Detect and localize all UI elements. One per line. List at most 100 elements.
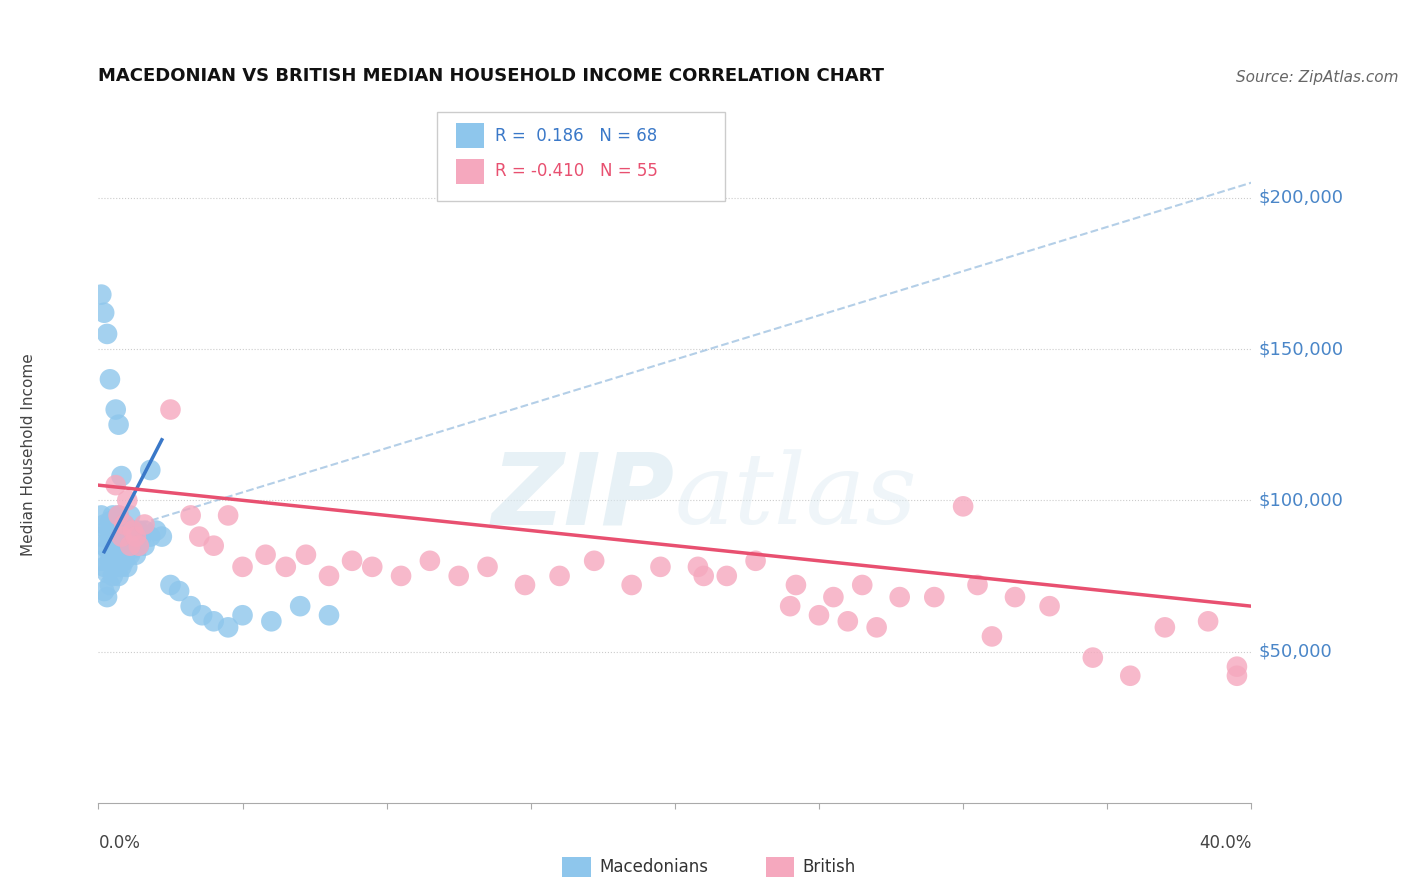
- Text: R =  0.186   N = 68: R = 0.186 N = 68: [495, 127, 657, 145]
- Point: [1226, 659, 1249, 673]
- Point: [1038, 599, 1062, 614]
- Text: atlas: atlas: [675, 449, 918, 544]
- Point: [966, 578, 988, 592]
- Point: [217, 620, 239, 634]
- Point: [866, 620, 889, 634]
- Point: [120, 539, 142, 553]
- Point: [139, 530, 162, 544]
- Point: [93, 559, 115, 574]
- Point: [650, 559, 672, 574]
- Point: [131, 530, 153, 544]
- Point: [96, 566, 118, 580]
- Point: [823, 590, 845, 604]
- Point: [93, 306, 115, 320]
- Point: [112, 554, 135, 568]
- Point: [318, 569, 340, 583]
- Point: [101, 569, 124, 583]
- Point: [90, 530, 112, 544]
- Point: [107, 530, 129, 544]
- Point: [1197, 615, 1219, 629]
- Point: [744, 554, 766, 568]
- Point: [122, 524, 145, 538]
- Point: [361, 559, 384, 574]
- Point: [419, 554, 441, 568]
- Point: [254, 548, 277, 562]
- Point: [104, 517, 127, 532]
- Point: [125, 530, 148, 544]
- Point: [90, 287, 112, 301]
- Point: [202, 539, 225, 553]
- Point: [107, 417, 129, 432]
- Point: [447, 569, 470, 583]
- Point: [1226, 669, 1249, 683]
- Point: [104, 402, 127, 417]
- Point: [231, 559, 254, 574]
- Point: [159, 402, 181, 417]
- Text: $150,000: $150,000: [1258, 340, 1344, 358]
- Point: [716, 569, 738, 583]
- Text: R = -0.410   N = 55: R = -0.410 N = 55: [495, 162, 658, 180]
- Point: [1119, 669, 1142, 683]
- Point: [785, 578, 807, 592]
- Point: [117, 493, 138, 508]
- Point: [122, 524, 145, 538]
- Point: [134, 517, 156, 532]
- Point: [191, 608, 214, 623]
- Point: [145, 524, 167, 538]
- Point: [107, 508, 129, 523]
- Point: [139, 463, 162, 477]
- Point: [120, 508, 142, 523]
- Point: [779, 599, 801, 614]
- Point: [134, 539, 156, 553]
- Point: [274, 559, 297, 574]
- Point: [851, 578, 873, 592]
- Point: [837, 615, 859, 629]
- Point: [150, 530, 173, 544]
- Point: [1004, 590, 1026, 604]
- Point: [167, 584, 190, 599]
- Point: [107, 548, 129, 562]
- Point: [93, 517, 115, 532]
- Point: [112, 517, 135, 532]
- Point: [107, 569, 129, 583]
- Point: [110, 539, 132, 553]
- Point: [110, 530, 132, 544]
- Text: British: British: [803, 858, 856, 876]
- Point: [90, 508, 112, 523]
- Point: [101, 508, 124, 523]
- Point: [96, 326, 118, 341]
- Point: [1081, 650, 1104, 665]
- Point: [807, 608, 830, 623]
- Point: [952, 500, 974, 514]
- Point: [96, 590, 118, 604]
- Point: [101, 548, 124, 562]
- Point: [295, 548, 318, 562]
- Point: [128, 539, 150, 553]
- Point: [112, 517, 135, 532]
- Text: $100,000: $100,000: [1258, 491, 1343, 509]
- Point: [98, 372, 121, 386]
- Point: [1153, 620, 1175, 634]
- Point: [583, 554, 606, 568]
- Point: [180, 508, 202, 523]
- Point: [93, 539, 115, 553]
- Point: [188, 530, 211, 544]
- Point: [231, 608, 254, 623]
- Point: [693, 569, 716, 583]
- Text: ZIP: ZIP: [492, 448, 675, 545]
- Point: [98, 554, 121, 568]
- Point: [120, 530, 142, 544]
- Text: $200,000: $200,000: [1258, 189, 1343, 207]
- Point: [513, 578, 536, 592]
- Point: [125, 530, 148, 544]
- Point: [104, 478, 127, 492]
- Point: [112, 535, 135, 549]
- Point: [117, 559, 138, 574]
- Point: [101, 530, 124, 544]
- Point: [389, 569, 412, 583]
- Point: [90, 554, 112, 568]
- Point: [159, 578, 181, 592]
- Point: [686, 559, 709, 574]
- Point: [290, 599, 312, 614]
- Point: [98, 533, 121, 547]
